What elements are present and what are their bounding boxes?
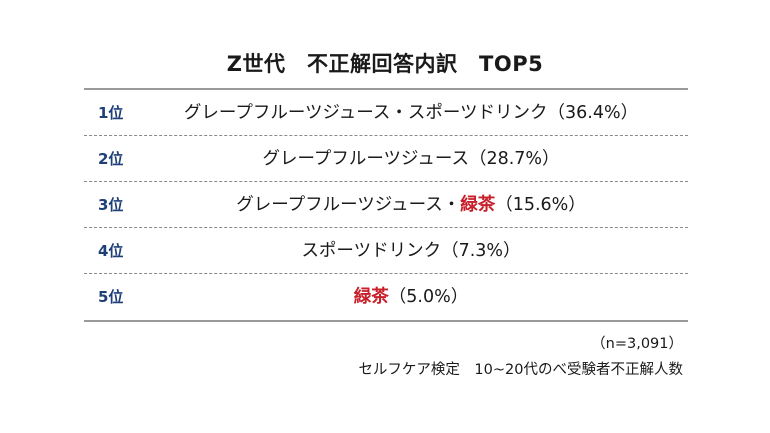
answer-cell: スポーツドリンク（7.3%） — [144, 228, 678, 274]
table-row: 1位 グレープフルーツジュース・スポーツドリンク（36.4%） — [84, 90, 688, 136]
answer-text: グレープフルーツジュース・ — [236, 195, 461, 215]
source-note: セルフケア検定 10~20代のべ受験者不正解人数 — [358, 362, 683, 378]
answer-text: グレープフルーツジュース — [262, 149, 469, 169]
table-row: 4位 スポーツドリンク（7.3%） — [84, 228, 688, 274]
table-row: 5位 緑茶（5.0%） — [84, 274, 688, 320]
answer-cell: グレープフルーツジュース・スポーツドリンク（36.4%） — [144, 90, 678, 136]
rank-label: 5位 — [98, 288, 124, 306]
answer-cell: グレープフルーツジュース（28.7%） — [144, 136, 678, 182]
percent-label: （7.3%） — [441, 241, 521, 261]
ranking-table: 1位 グレープフルーツジュース・スポーツドリンク（36.4%） 2位 グレープフ… — [84, 88, 688, 322]
answer-text: グレープフルーツジュース・スポーツドリンク — [183, 103, 548, 123]
table-row: 3位 グレープフルーツジュース・緑茶（15.6%） — [84, 182, 688, 228]
percent-label: （15.6%） — [495, 195, 586, 215]
percent-label: （5.0%） — [388, 287, 469, 307]
sample-size-note: （n=3,091） — [591, 336, 683, 352]
answer-cell: 緑茶（5.0%） — [144, 274, 678, 320]
rank-label: 1位 — [98, 104, 124, 122]
answer-text-highlight: 緑茶 — [460, 195, 496, 215]
chart-title: Z世代 不正解回答内訳 TOP5 — [226, 52, 544, 76]
answer-text: スポーツドリンク — [301, 241, 442, 261]
rank-label: 2位 — [98, 150, 124, 168]
answer-text-highlight: 緑茶 — [353, 287, 389, 307]
table-row: 2位 グレープフルーツジュース（28.7%） — [84, 136, 688, 182]
answer-cell: グレープフルーツジュース・緑茶（15.6%） — [144, 182, 678, 228]
percent-label: （28.7%） — [468, 149, 560, 169]
rank-label: 4位 — [98, 242, 124, 260]
rank-label: 3位 — [98, 196, 124, 214]
percent-label: （36.4%） — [547, 103, 639, 123]
